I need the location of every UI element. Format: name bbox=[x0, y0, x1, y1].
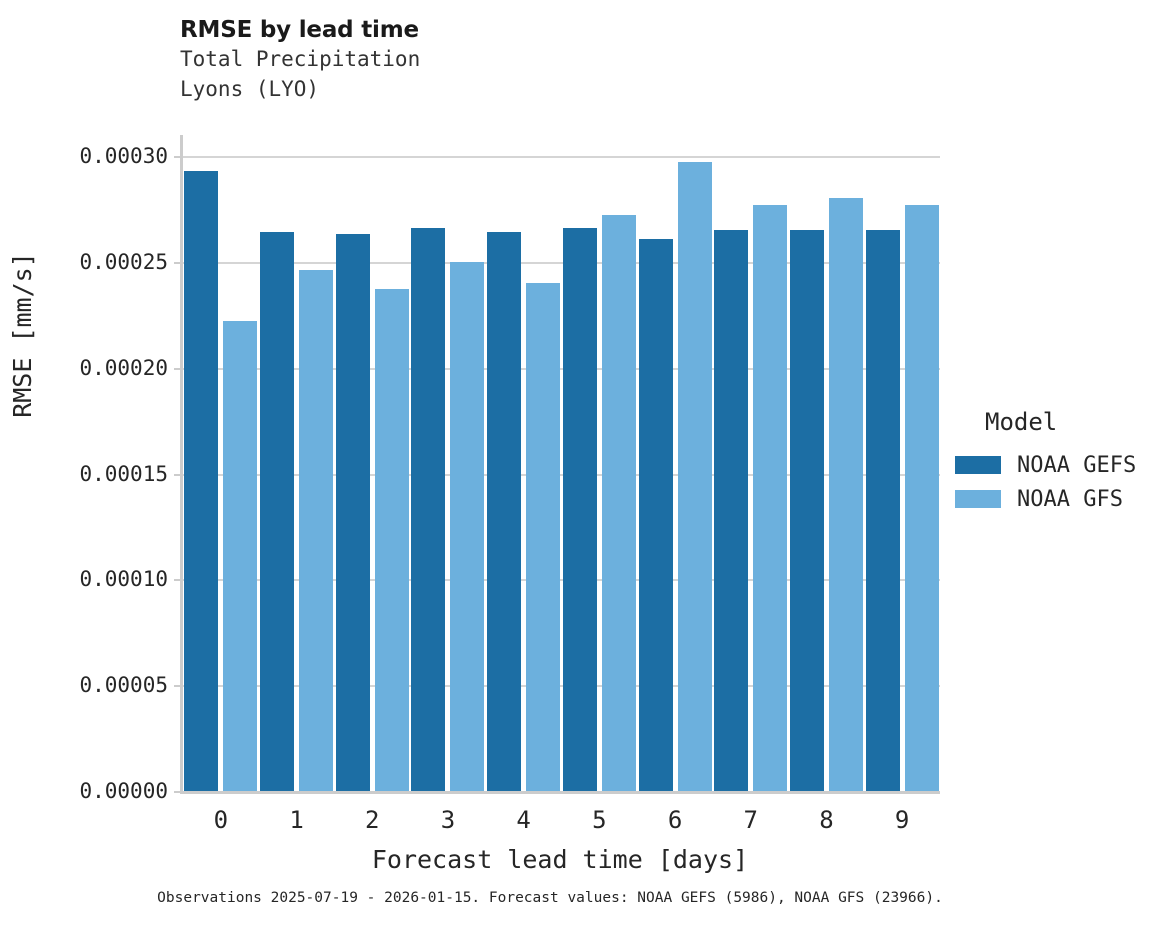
y-axis-title: RMSE [mm/s] bbox=[8, 252, 37, 418]
y-tick-label: 0.00010 bbox=[79, 567, 168, 592]
chart-title: RMSE by lead time bbox=[180, 17, 419, 43]
gridline bbox=[183, 156, 940, 158]
bar-group bbox=[864, 135, 940, 791]
gridline bbox=[183, 261, 940, 264]
legend-label-noaa-gfs: NOAA GFS bbox=[1017, 486, 1123, 512]
bar-noaa-gfs-day-8[interactable] bbox=[828, 198, 863, 791]
gridline bbox=[183, 367, 940, 370]
y-axis-line bbox=[180, 135, 183, 794]
plot-area bbox=[174, 135, 940, 794]
bar-noaa-gefs-day-8[interactable] bbox=[789, 230, 824, 791]
bar-noaa-gefs-day-0[interactable] bbox=[184, 170, 219, 791]
bars-layer bbox=[183, 135, 940, 791]
y-tick-mark bbox=[174, 473, 181, 476]
y-tick-label: 0.00030 bbox=[79, 144, 168, 168]
y-tick-label: 0.00020 bbox=[79, 355, 168, 380]
y-tick-mark bbox=[174, 791, 181, 793]
bar-group bbox=[562, 135, 638, 791]
bar-noaa-gfs-day-9[interactable] bbox=[904, 204, 939, 791]
gridline bbox=[183, 791, 940, 793]
bar-noaa-gfs-day-6[interactable] bbox=[677, 162, 712, 791]
x-tick-label: 2 bbox=[365, 806, 380, 834]
y-tick-mark bbox=[174, 367, 181, 370]
x-tick-label: 7 bbox=[743, 806, 758, 834]
y-tick-label: 0.00015 bbox=[79, 461, 168, 486]
x-axis-line bbox=[180, 791, 940, 794]
bar-group bbox=[334, 135, 410, 791]
y-tick-mark bbox=[174, 156, 181, 158]
x-tick-label: 4 bbox=[516, 806, 531, 834]
bar-noaa-gefs-day-5[interactable] bbox=[562, 227, 597, 791]
bar-noaa-gfs-day-5[interactable] bbox=[601, 215, 636, 791]
chart-header: RMSE by lead time Total Precipitation Ly… bbox=[180, 16, 880, 104]
y-tick-label: 0.00000 bbox=[79, 779, 168, 803]
y-tick-mark bbox=[174, 261, 181, 264]
bar-noaa-gfs-day-1[interactable] bbox=[299, 270, 334, 791]
bar-noaa-gfs-day-0[interactable] bbox=[223, 321, 258, 791]
y-tick-mark bbox=[174, 685, 181, 688]
chart-subtitle-variable: Total Precipitation bbox=[180, 47, 421, 71]
bar-group bbox=[713, 135, 789, 791]
bar-group bbox=[183, 135, 259, 791]
bar-noaa-gfs-day-2[interactable] bbox=[374, 289, 409, 791]
x-tick-label: 1 bbox=[289, 806, 304, 834]
bar-noaa-gefs-day-9[interactable] bbox=[865, 230, 900, 791]
bar-noaa-gefs-day-1[interactable] bbox=[260, 232, 295, 791]
bar-noaa-gefs-day-7[interactable] bbox=[714, 230, 749, 791]
bar-noaa-gefs-day-4[interactable] bbox=[487, 232, 522, 791]
footer-note: Observations 2025-07-19 - 2026-01-15. Fo… bbox=[157, 890, 943, 906]
bar-group bbox=[789, 135, 865, 791]
bar-group bbox=[259, 135, 335, 791]
gridline bbox=[183, 473, 940, 476]
bar-group bbox=[486, 135, 562, 791]
chart-subtitle-station: Lyons (LYO) bbox=[180, 77, 320, 101]
x-tick-label: 6 bbox=[667, 806, 683, 834]
bar-noaa-gfs-day-3[interactable] bbox=[450, 261, 485, 791]
x-axis-title: Forecast lead time [days] bbox=[371, 845, 749, 874]
gridline bbox=[183, 685, 940, 688]
legend-label-noaa-gefs: NOAA GEFS bbox=[1017, 452, 1137, 478]
legend-item-noaa-gefs[interactable]: NOAA GEFS bbox=[955, 448, 1175, 482]
bar-group bbox=[410, 135, 486, 791]
y-tick-label: 0.00025 bbox=[79, 249, 168, 274]
x-tick-label: 0 bbox=[213, 806, 229, 834]
gridline bbox=[183, 579, 940, 582]
legend: Model NOAA GEFS NOAA GFS bbox=[955, 408, 1175, 516]
legend-swatch-noaa-gefs bbox=[955, 456, 1001, 474]
legend-swatch-noaa-gfs bbox=[955, 490, 1001, 508]
bar-group bbox=[637, 135, 713, 791]
x-tick-label: 5 bbox=[592, 806, 607, 834]
x-tick-label: 3 bbox=[440, 806, 456, 834]
x-tick-label: 9 bbox=[894, 806, 910, 834]
bar-noaa-gfs-day-4[interactable] bbox=[526, 283, 561, 791]
legend-item-noaa-gfs[interactable]: NOAA GFS bbox=[955, 482, 1175, 516]
bar-noaa-gefs-day-6[interactable] bbox=[638, 238, 673, 791]
y-tick-mark bbox=[174, 579, 181, 582]
y-tick-label: 0.00005 bbox=[79, 673, 168, 698]
bar-noaa-gefs-day-3[interactable] bbox=[411, 227, 446, 791]
bar-noaa-gfs-day-7[interactable] bbox=[753, 204, 788, 791]
bar-noaa-gefs-day-2[interactable] bbox=[335, 234, 370, 791]
x-tick-label: 8 bbox=[819, 806, 834, 834]
legend-title: Model bbox=[985, 408, 1058, 436]
